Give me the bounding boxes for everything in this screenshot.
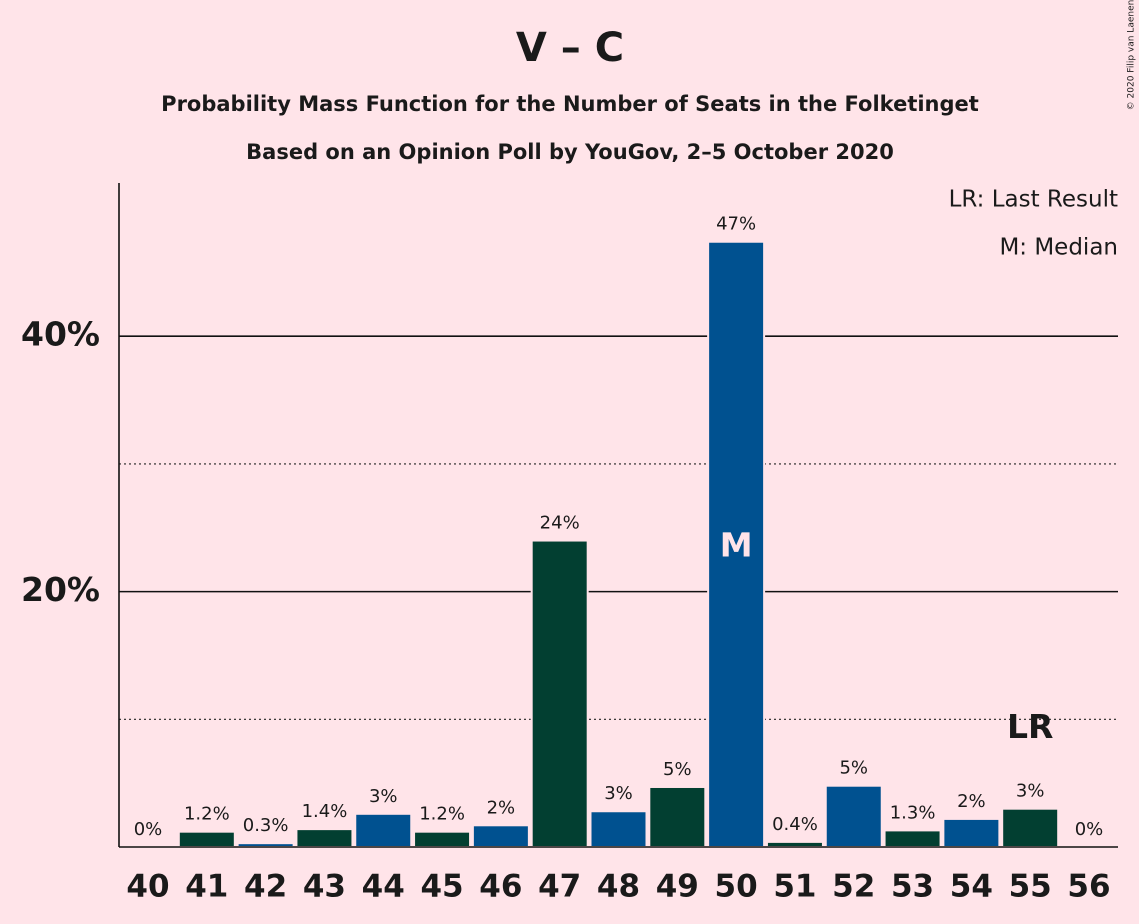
legend-entry: M: Median xyxy=(999,235,1118,261)
x-tick-label: 50 xyxy=(715,869,758,905)
value-label: 0% xyxy=(1075,819,1104,840)
value-label: 3% xyxy=(604,783,633,804)
bar xyxy=(589,810,648,848)
value-label: 1.4% xyxy=(302,801,348,822)
value-label: 5% xyxy=(663,759,692,780)
bar xyxy=(471,824,530,848)
x-tick-label: 43 xyxy=(303,869,346,905)
chart-subtitle: Based on an Opinion Poll by YouGov, 2–5 … xyxy=(246,140,894,164)
x-tick-label: 54 xyxy=(950,869,993,905)
value-label: 24% xyxy=(540,513,580,534)
legend-entry: LR: Last Result xyxy=(949,187,1118,213)
value-label: 3% xyxy=(1016,781,1045,802)
copyright: © 2020 Filip van Laenen xyxy=(1127,0,1137,110)
x-tick-label: 42 xyxy=(244,869,287,905)
bar xyxy=(942,817,1001,849)
x-tick-label: 41 xyxy=(185,869,228,905)
x-tick-label: 45 xyxy=(420,869,463,905)
value-label: 0% xyxy=(134,819,163,840)
chart-subtitle: Probability Mass Function for the Number… xyxy=(161,92,979,116)
bar xyxy=(707,240,766,848)
value-label: 0.3% xyxy=(243,815,289,836)
y-tick-label: 20% xyxy=(21,570,100,609)
bar xyxy=(177,830,236,849)
value-label: 5% xyxy=(839,758,868,779)
bar xyxy=(354,812,413,848)
x-tick-label: 47 xyxy=(538,869,581,905)
y-tick-label: 40% xyxy=(21,315,100,354)
bar xyxy=(413,830,472,849)
x-tick-label: 55 xyxy=(1009,869,1052,905)
bar xyxy=(883,829,942,849)
x-tick-label: 51 xyxy=(773,869,816,905)
value-label: 47% xyxy=(716,214,756,235)
median-marker: M xyxy=(720,526,753,565)
value-label: 3% xyxy=(369,786,398,807)
x-tick-label: 46 xyxy=(479,869,522,905)
value-label: 2% xyxy=(957,791,986,812)
value-label: 1.2% xyxy=(184,804,230,825)
x-tick-label: 56 xyxy=(1067,869,1110,905)
value-label: 0.4% xyxy=(772,814,818,835)
bar xyxy=(648,785,707,849)
bar xyxy=(530,539,589,848)
value-label: 1.2% xyxy=(419,804,465,825)
x-tick-label: 40 xyxy=(126,869,169,905)
x-tick-label: 44 xyxy=(362,869,405,905)
last-result-marker: LR xyxy=(1007,707,1053,746)
x-tick-label: 53 xyxy=(891,869,934,905)
x-tick-label: 48 xyxy=(597,869,640,905)
bar xyxy=(295,828,354,848)
x-tick-label: 49 xyxy=(656,869,699,905)
value-label: 1.3% xyxy=(890,802,936,823)
x-tick-label: 52 xyxy=(832,869,875,905)
bar xyxy=(824,784,883,849)
bar xyxy=(1001,807,1060,849)
chart-title: V – C xyxy=(516,25,624,71)
value-label: 2% xyxy=(487,797,516,818)
